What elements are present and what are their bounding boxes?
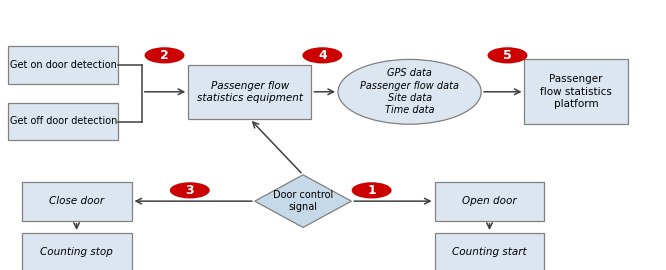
Circle shape: [170, 182, 210, 198]
Text: Close door: Close door: [49, 196, 104, 206]
Text: 5: 5: [503, 49, 512, 62]
Text: Get off door detection: Get off door detection: [9, 116, 117, 127]
FancyBboxPatch shape: [21, 181, 131, 221]
Text: 4: 4: [318, 49, 327, 62]
Circle shape: [302, 47, 342, 63]
Circle shape: [488, 47, 527, 63]
Text: Open door: Open door: [462, 196, 517, 206]
FancyBboxPatch shape: [21, 233, 131, 270]
FancyBboxPatch shape: [8, 103, 119, 140]
Text: Passenger flow
statistics equipment: Passenger flow statistics equipment: [196, 81, 303, 103]
Circle shape: [145, 47, 184, 63]
FancyBboxPatch shape: [434, 181, 545, 221]
Text: Counting start: Counting start: [452, 247, 527, 258]
Text: 1: 1: [367, 184, 376, 197]
FancyBboxPatch shape: [8, 46, 119, 84]
Polygon shape: [254, 175, 352, 227]
Ellipse shape: [338, 59, 481, 124]
FancyBboxPatch shape: [188, 65, 311, 119]
FancyBboxPatch shape: [525, 59, 627, 124]
Text: GPS data
Passenger flow data
Site data
Time data: GPS data Passenger flow data Site data T…: [360, 68, 459, 115]
FancyBboxPatch shape: [434, 233, 545, 270]
Text: 2: 2: [160, 49, 169, 62]
Text: Counting stop: Counting stop: [40, 247, 113, 258]
Circle shape: [352, 182, 392, 198]
Text: Get on door detection: Get on door detection: [10, 60, 117, 70]
Text: 3: 3: [186, 184, 194, 197]
Text: Passenger
flow statistics
platform: Passenger flow statistics platform: [540, 75, 612, 109]
Text: Door control
signal: Door control signal: [273, 190, 333, 212]
